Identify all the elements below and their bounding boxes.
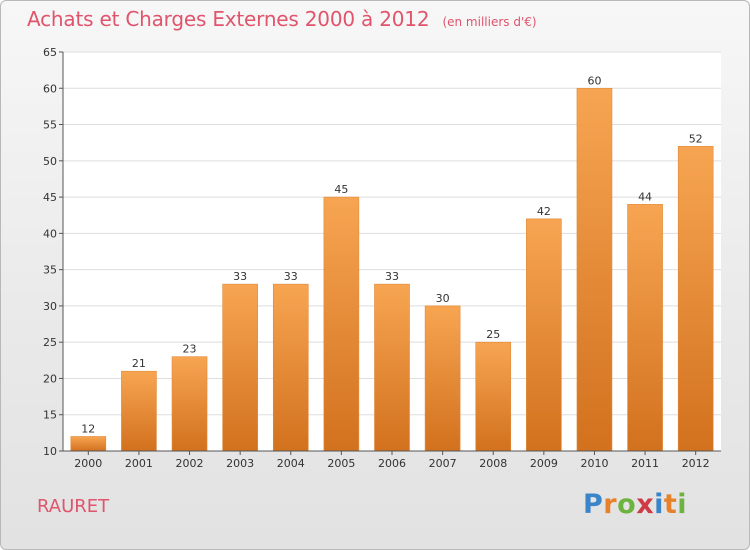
x-tick-label: 2003 xyxy=(226,457,254,470)
x-tick-label: 2000 xyxy=(74,457,102,470)
data-label: 25 xyxy=(486,328,500,341)
bar xyxy=(677,146,714,452)
data-label: 45 xyxy=(334,183,348,196)
bar xyxy=(374,283,410,452)
bar xyxy=(323,196,360,452)
data-label: 60 xyxy=(587,74,601,87)
bar xyxy=(627,204,663,452)
logo-letter: r xyxy=(603,489,618,520)
data-label: 52 xyxy=(689,132,703,145)
chart-title: Achats et Charges Externes 2000 à 2012 xyxy=(27,7,430,31)
data-label: 33 xyxy=(284,270,298,283)
data-label: 23 xyxy=(183,343,197,356)
chart-unit-label: (en milliers d'€) xyxy=(442,15,537,29)
chart-title-row: Achats et Charges Externes 2000 à 2012 (… xyxy=(27,7,537,31)
y-tick-label: 45 xyxy=(43,191,57,204)
data-label: 42 xyxy=(537,205,551,218)
x-tick-label: 2007 xyxy=(429,457,457,470)
data-label: 33 xyxy=(233,270,247,283)
x-tick-label: 2004 xyxy=(277,457,305,470)
x-tick-label: 2009 xyxy=(530,457,558,470)
bar xyxy=(171,356,208,452)
y-tick-label: 10 xyxy=(43,445,57,458)
x-tick-label: 2006 xyxy=(378,457,406,470)
logo-letter: i xyxy=(654,489,664,520)
x-tick-label: 2011 xyxy=(631,457,659,470)
y-tick-label: 50 xyxy=(43,155,57,168)
x-tick-label: 2001 xyxy=(125,457,153,470)
place-name: RAURET xyxy=(37,496,110,517)
y-tick-label: 25 xyxy=(43,336,57,349)
bar xyxy=(424,305,461,452)
data-label: 30 xyxy=(436,292,450,305)
y-tick-label: 20 xyxy=(43,372,57,385)
logo-letter: x xyxy=(636,489,655,520)
bar xyxy=(70,436,107,452)
y-tick-label: 60 xyxy=(43,82,57,95)
y-tick-label: 65 xyxy=(43,46,57,59)
x-tick-label: 2012 xyxy=(682,457,710,470)
logo-letter: o xyxy=(617,489,637,520)
logo-letter: P xyxy=(583,489,604,520)
proxiti-logo: Proxiti xyxy=(583,489,687,520)
y-tick-label: 55 xyxy=(43,119,57,132)
y-tick-label: 40 xyxy=(43,227,57,240)
bar xyxy=(272,283,309,452)
logo-letter: i xyxy=(677,489,688,520)
y-tick-label: 30 xyxy=(43,300,57,313)
logo-letter: t xyxy=(663,489,678,520)
x-tick-label: 2005 xyxy=(327,457,355,470)
bar xyxy=(576,87,613,452)
data-label: 21 xyxy=(132,357,146,370)
bar xyxy=(121,370,157,452)
data-label: 12 xyxy=(81,422,95,435)
x-tick-label: 2002 xyxy=(176,457,204,470)
bar xyxy=(526,218,562,452)
bar xyxy=(222,283,258,452)
bar xyxy=(475,341,512,452)
data-label: 33 xyxy=(385,270,399,283)
data-label: 44 xyxy=(638,190,652,203)
x-tick-label: 2008 xyxy=(479,457,507,470)
y-tick-label: 35 xyxy=(43,264,57,277)
y-tick-label: 15 xyxy=(43,409,57,422)
x-tick-label: 2010 xyxy=(580,457,608,470)
